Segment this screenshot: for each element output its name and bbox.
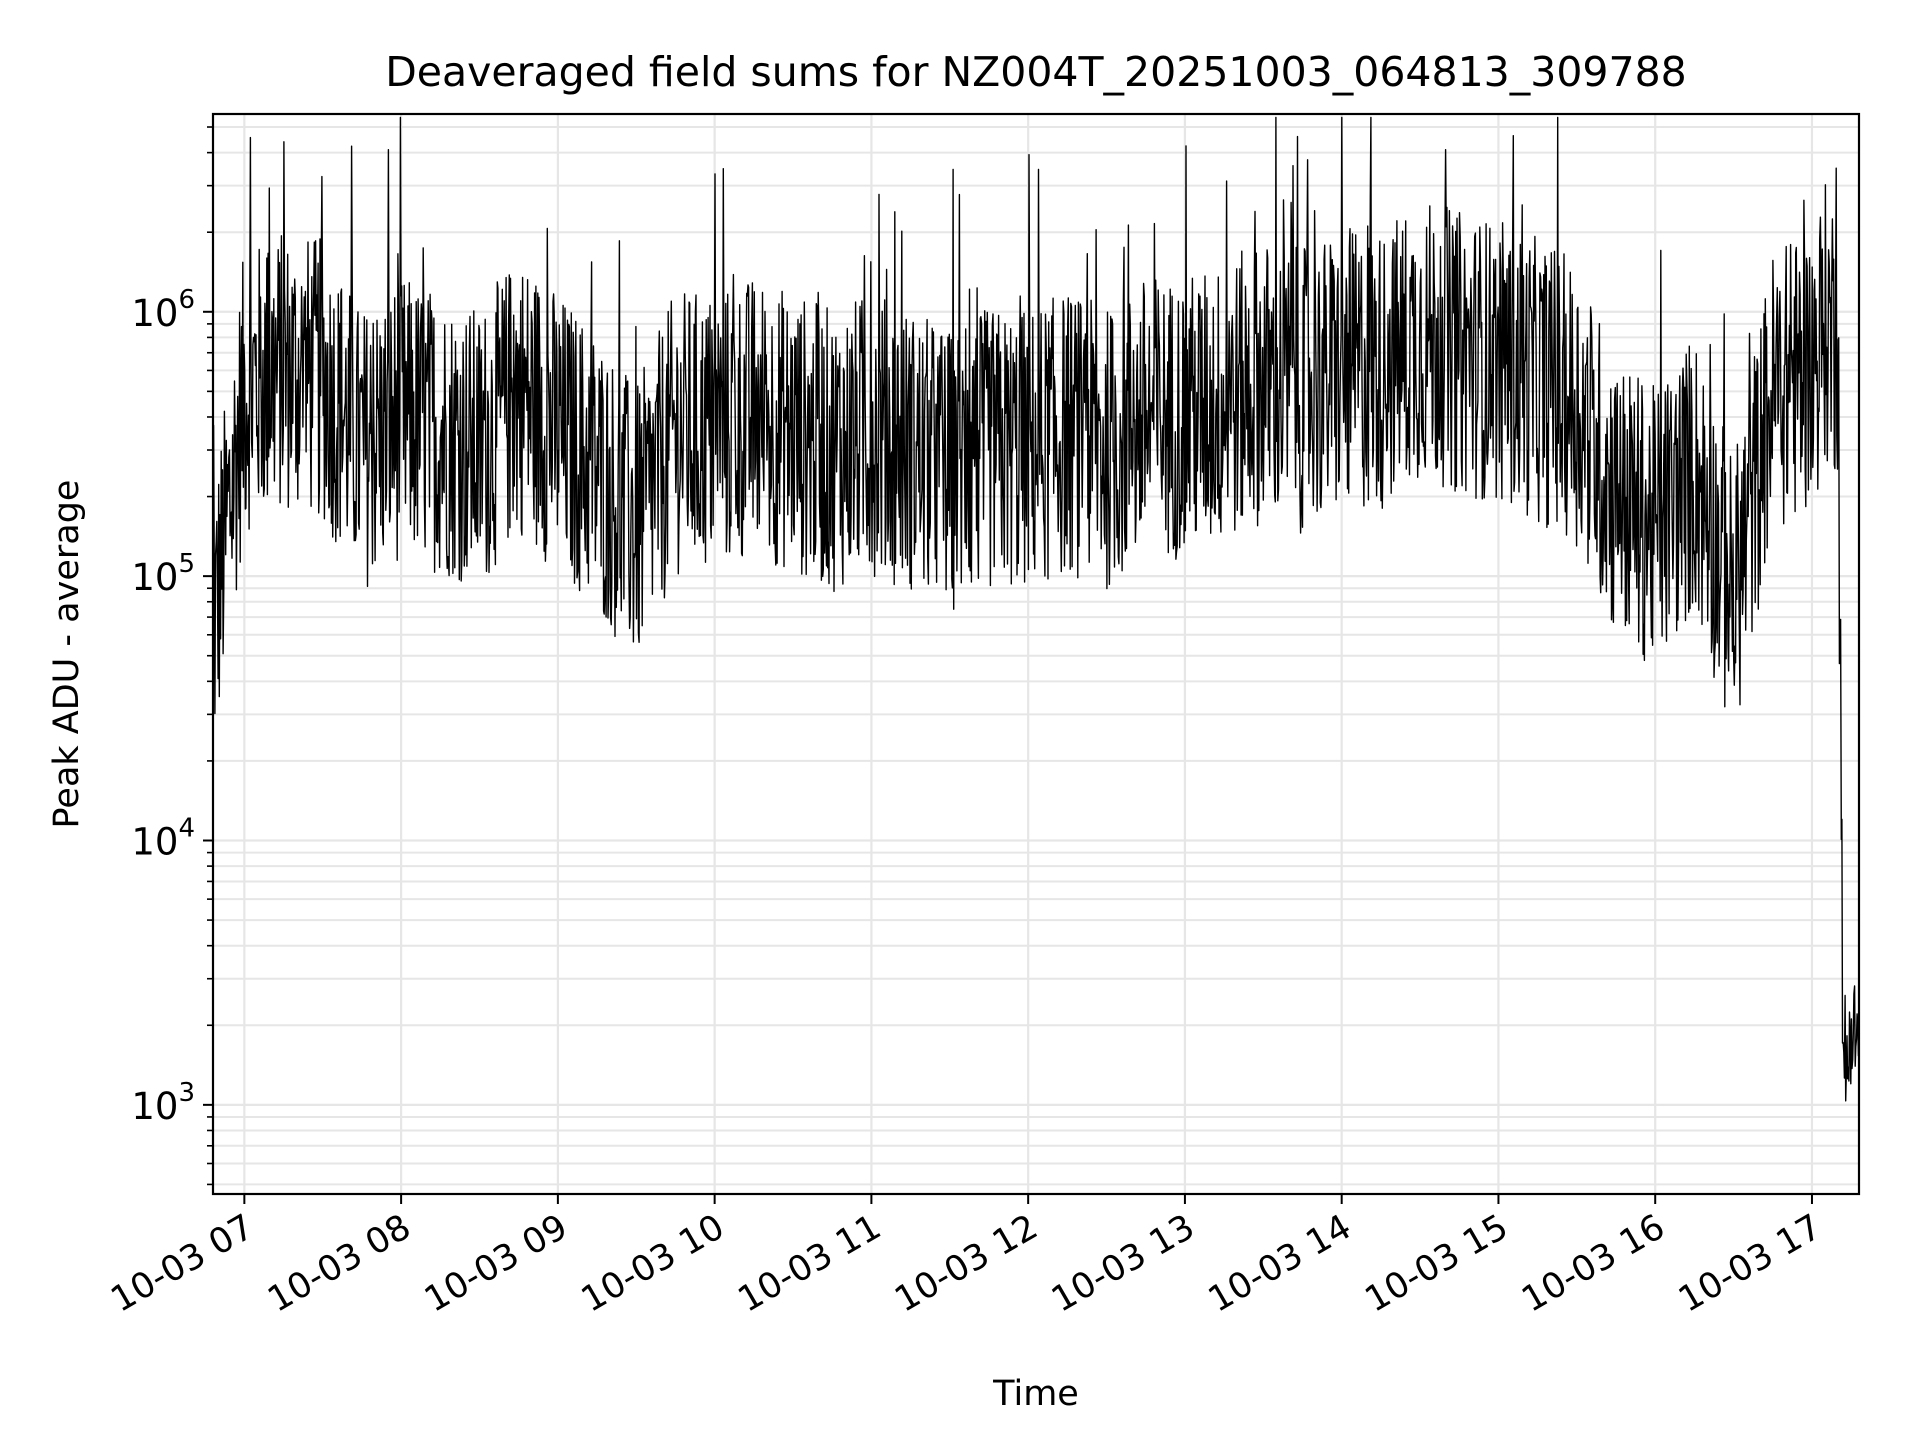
x-axis-label: Time: [992, 1374, 1079, 1414]
grid: [213, 114, 1859, 1194]
plot-frame: [211, 112, 1861, 1196]
y-tick-label: 104: [131, 813, 195, 863]
data-series: [212, 116, 1860, 1102]
y-tick-label: 103: [131, 1078, 195, 1128]
y-tick-label: 106: [131, 285, 195, 335]
y-tick-label: 105: [131, 549, 195, 599]
chart-title: Deaveraged field sums for NZ004T_2025100…: [385, 48, 1687, 96]
series-line: [212, 116, 1860, 1102]
y-axis-label: Peak ADU - average: [47, 480, 87, 829]
y-axis: 103 104 105 106: [131, 126, 213, 1186]
